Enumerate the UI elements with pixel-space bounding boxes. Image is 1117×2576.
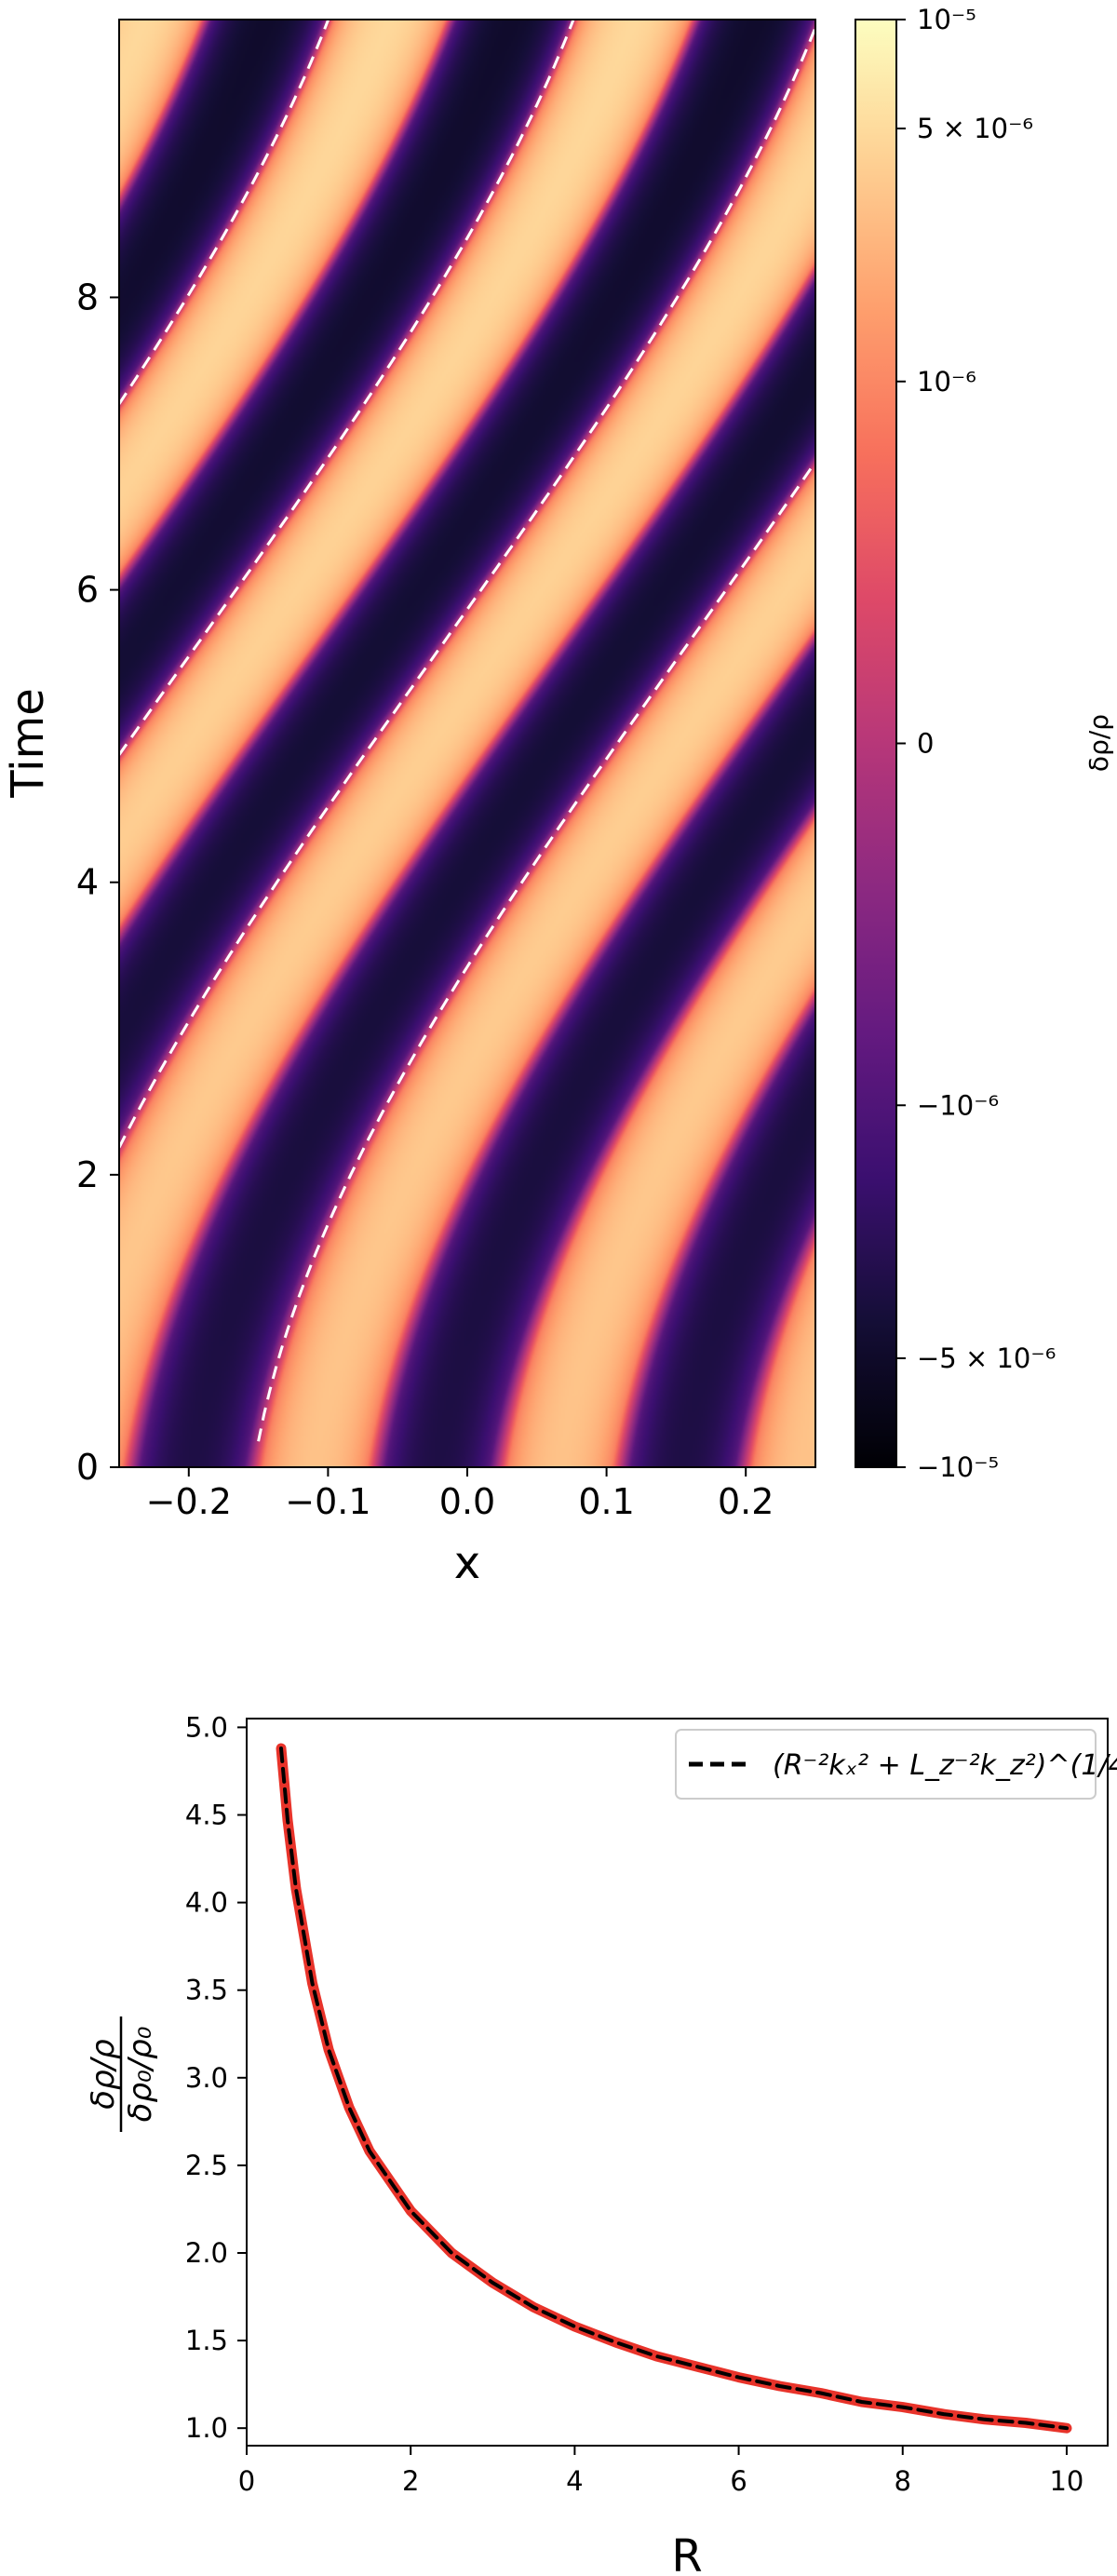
colorbar-tick-label: −5 × 10⁻⁶ <box>917 1342 1056 1374</box>
colorbar-tick-label: 10⁻⁶ <box>917 366 976 398</box>
y-tick-label: 0 <box>76 1447 99 1488</box>
y-label-denominator: δρ₀/ρ₀ <box>122 2026 159 2122</box>
y-tick-label: 4.0 <box>185 1887 228 1919</box>
phase-curve <box>119 20 330 405</box>
x-tick-label: 0.0 <box>439 1481 495 1522</box>
line-series-group <box>276 1743 1072 2434</box>
series-line-analytic <box>279 1747 1069 2431</box>
phase-curve <box>119 20 575 756</box>
y-tick-label: 3.0 <box>185 2062 228 2094</box>
colorbar-tick-label: −10⁻⁶ <box>917 1089 999 1121</box>
y-label-numerator: δρ/ρ <box>85 2039 122 2110</box>
line-x-axis-label: R <box>671 2530 702 2576</box>
heatmap-y-axis: 0 2 4 6 8 <box>76 276 119 1488</box>
y-tick-label: 3.5 <box>185 1975 228 2006</box>
heatmap-panel: −0.2 −0.1 0.0 0.1 0.2 0 2 4 6 8 x Time <box>2 19 816 1589</box>
heatmap-x-axis: −0.2 −0.1 0.0 0.1 0.2 <box>146 1467 774 1522</box>
line-plot-background <box>247 1719 1108 2446</box>
phase-curve <box>119 26 815 1149</box>
line-panel: 0 2 4 6 8 10 1.0 1.5 2.0 2.5 3.0 3.5 4.0 4.5 5.0 R δρ… <box>85 1711 1117 2576</box>
x-tick-label: −0.2 <box>146 1481 232 1522</box>
x-tick-label: 4 <box>566 2465 583 2497</box>
y-tick-label: 1.5 <box>185 2325 228 2356</box>
line-y-axis-label: δρ/ρ δρ₀/ρ₀ <box>85 2016 159 2132</box>
colorbar: 10⁻⁵ 5 × 10⁻⁶ 10⁻⁶ 0 −10⁻⁶ −5 × 10⁻⁶ −10⁻⁵ δρ/… <box>855 4 1114 1483</box>
colorbar-tick-label: 0 <box>917 728 934 760</box>
legend: (R⁻²kₓ² + L_z⁻²k_z²)^(1/4) <box>675 1729 1117 1800</box>
heatmap-y-axis-label: Time <box>2 688 54 798</box>
colorbar-tick-label: 10⁻⁵ <box>917 4 976 35</box>
x-tick-label: 6 <box>730 2465 747 2497</box>
y-tick-label: 2 <box>76 1154 99 1195</box>
x-tick-label: 0.1 <box>578 1481 634 1522</box>
y-tick-label: 6 <box>76 570 99 611</box>
y-tick-label: 1.0 <box>185 2412 228 2444</box>
colorbar-tick-label: −10⁻⁵ <box>917 1451 999 1483</box>
x-tick-label: 0.2 <box>718 1481 774 1522</box>
x-tick-label: 8 <box>895 2465 911 2497</box>
phase-curves-overlay <box>119 20 815 1442</box>
x-tick-label: 0 <box>238 2465 255 2497</box>
x-tick-label: 2 <box>402 2465 419 2497</box>
y-tick-label: 8 <box>76 276 99 317</box>
legend-box <box>675 1729 1097 1800</box>
colorbar-tick-label: 5 × 10⁻⁶ <box>917 113 1033 144</box>
colorbar-bar <box>855 19 897 1468</box>
line-plot-frame <box>246 1718 1109 2447</box>
y-tick-label: 2.0 <box>185 2237 228 2269</box>
y-tick-label: 5.0 <box>185 1711 228 1743</box>
x-tick-label: 10 <box>1049 2465 1083 2497</box>
line-y-axis: 1.0 1.5 2.0 2.5 3.0 3.5 4.0 4.5 5.0 <box>185 1711 247 2444</box>
phase-curve <box>257 461 815 1442</box>
x-tick-label: −0.1 <box>285 1481 370 1522</box>
line-x-axis: 0 2 4 6 8 10 <box>238 2446 1083 2497</box>
y-tick-label: 2.5 <box>185 2150 228 2181</box>
legend-entry-label: (R⁻²kₓ² + L_z⁻²k_z²)^(1/4) <box>773 1749 1117 1782</box>
colorbar-label: δρ/ρ <box>1083 714 1114 772</box>
heatmap-x-axis-label: x <box>454 1537 480 1589</box>
y-tick-label: 4 <box>76 862 99 903</box>
y-tick-label: 4.5 <box>185 1800 228 1831</box>
colorbar-ticks: 10⁻⁵ 5 × 10⁻⁶ 10⁻⁶ 0 −10⁻⁶ −5 × 10⁻⁶ −10⁻⁵ <box>896 4 1056 1483</box>
